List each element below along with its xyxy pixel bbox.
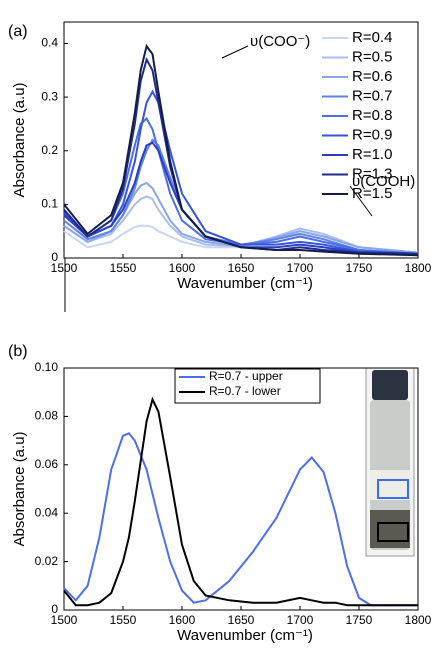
panel-label: (b) <box>8 343 28 360</box>
legend-frame <box>174 368 321 404</box>
x-tick-label: 1550 <box>110 613 137 627</box>
annotation: υ(COO⁻) <box>250 33 310 50</box>
y-tick-label: 0.02 <box>35 554 59 568</box>
legend-label: R=1.3 <box>352 165 392 182</box>
series-line <box>63 116 419 255</box>
series-line <box>63 138 419 255</box>
x-tick-label: 1650 <box>228 613 255 627</box>
panel-label: (a) <box>8 23 28 40</box>
series-line <box>63 43 419 257</box>
y-tick-label: 0 <box>51 602 58 616</box>
y-tick-label: 0.08 <box>35 409 59 423</box>
y-tick-label: 0.4 <box>41 36 58 50</box>
x-tick-label: 1700 <box>287 613 314 627</box>
x-tick-label: 1600 <box>169 261 196 275</box>
x-axis-label: Wavenumber (cm⁻¹) <box>177 275 313 292</box>
y-tick-label: 0.1 <box>41 197 58 211</box>
series-line <box>63 195 419 254</box>
legend-label: R=0.5 <box>352 48 392 65</box>
x-tick-label: 1500 <box>51 261 78 275</box>
plot-frame <box>63 367 419 611</box>
legend-label: R=0.9 <box>352 126 392 143</box>
y-axis-label: Absorbance (a.u) <box>11 431 28 546</box>
x-tick-label: 1800 <box>405 261 432 275</box>
legend-label: R=0.7 - upper <box>209 369 283 383</box>
x-tick-label: 1800 <box>405 613 432 627</box>
legend-label: R=1.5 <box>352 185 392 202</box>
x-tick-label: 1600 <box>169 613 196 627</box>
x-tick-label: 1700 <box>287 261 314 275</box>
series-line <box>63 432 418 607</box>
vial-inset <box>365 367 415 557</box>
series-line <box>63 56 419 255</box>
x-tick-label: 1650 <box>228 261 255 275</box>
x-tick-label: 1750 <box>346 261 373 275</box>
legend-label: R=0.7 - lower <box>209 384 281 398</box>
legend-label: R=0.4 <box>352 29 392 46</box>
x-axis-label: Wavenumber (cm⁻¹) <box>177 627 313 644</box>
x-tick-label: 1500 <box>51 613 78 627</box>
x-tick-label: 1750 <box>346 613 373 627</box>
y-tick-label: 0.10 <box>35 360 59 374</box>
legend-label: R=0.6 <box>352 68 392 85</box>
annotation-arrow <box>349 185 373 217</box>
legend-label: R=0.7 <box>352 87 392 104</box>
y-axis-label: Absorbance (a.u) <box>11 82 28 197</box>
legend-label: R=1.0 <box>352 146 392 163</box>
y-tick-label: 0.06 <box>35 457 59 471</box>
y-tick-label: 0.04 <box>35 505 59 519</box>
annotation: υ(COOH) <box>352 173 415 190</box>
y-tick-label: 0.2 <box>41 143 58 157</box>
series-line <box>63 396 418 607</box>
annotation-arrow <box>221 45 249 59</box>
y-tick-label: 0 <box>51 250 58 264</box>
legend-label: R=0.8 <box>352 107 392 124</box>
x-tick-label: 1550 <box>110 261 137 275</box>
series-line <box>63 141 419 255</box>
y-tick-label: 0.3 <box>41 89 58 103</box>
